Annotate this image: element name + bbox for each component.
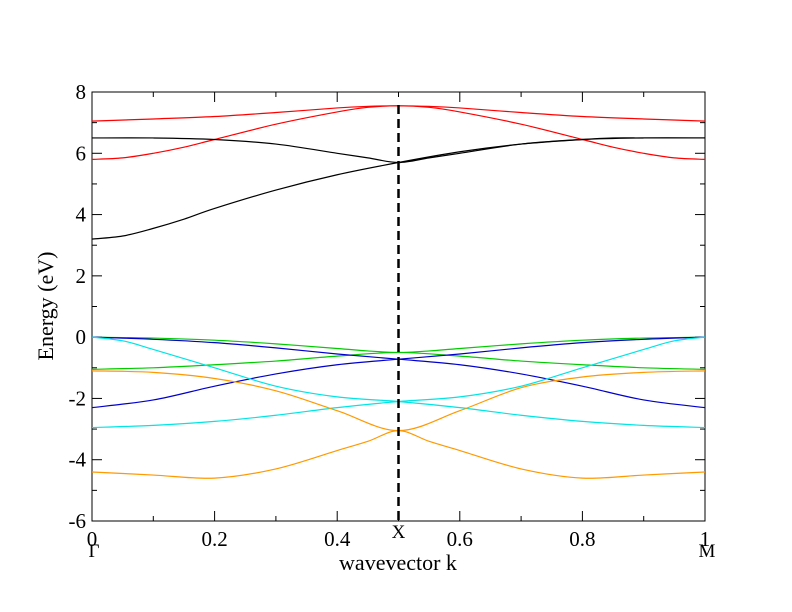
x-tick-label: 0.6: [447, 527, 473, 551]
tick-marks: [91, 91, 706, 522]
band-cyan-upper: [91, 336, 706, 429]
x-tick-label: 1: [700, 527, 711, 551]
y-tick-label: 8: [76, 80, 87, 104]
y-tick-label: -6: [69, 509, 87, 533]
kpoint-label: Γ: [89, 541, 100, 562]
y-tick-label: 0: [76, 325, 87, 349]
y-axis-title: Energy (eV): [33, 252, 58, 361]
x-axis-title: wavevector k: [339, 550, 457, 575]
y-tick-labels: -6 -4 -2 0 2 4 6 8: [69, 80, 87, 533]
band-cyan-lower: [91, 336, 706, 429]
band-green-lower: [91, 351, 706, 370]
y-tick-label: 6: [76, 141, 87, 165]
x-tick-label: 0: [87, 527, 98, 551]
y-tick-label: -4: [69, 448, 87, 472]
x-tick-label: 0.4: [324, 527, 351, 551]
kpoint-label: M: [699, 541, 716, 562]
x-tick-labels: 0 0.2 0.4 0.6 0.8 1: [87, 527, 711, 551]
y-tick-label: -2: [69, 386, 87, 410]
y-tick-label: 4: [76, 203, 87, 227]
kpoint-labels: ΓXM: [89, 522, 716, 562]
x-tick-label: 0.8: [569, 527, 595, 551]
x-tick-label: 0.2: [201, 527, 227, 551]
kpoint-label: X: [392, 522, 406, 543]
y-tick-label: 2: [76, 264, 87, 288]
